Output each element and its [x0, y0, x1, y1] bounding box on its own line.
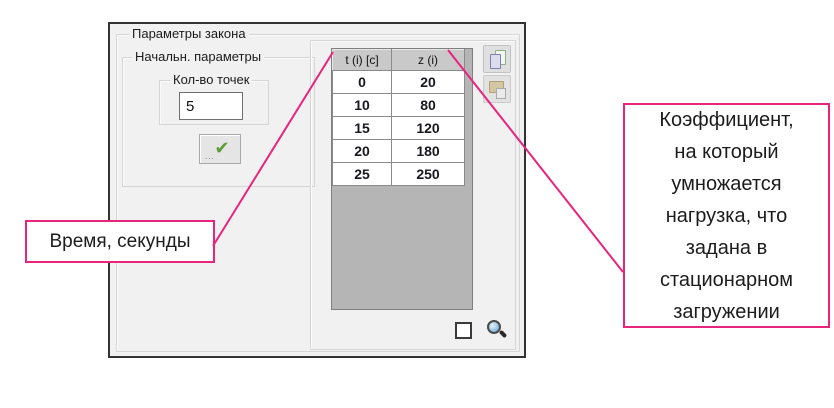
apply-button[interactable]: ✔ ... [199, 134, 241, 164]
table-cell[interactable]: 20 [391, 70, 465, 94]
paste-button[interactable] [483, 75, 511, 103]
parameters-dialog: Параметры закона Начальн. параметры Кол-… [108, 22, 526, 358]
copy-button[interactable] [483, 45, 511, 73]
time-load-grid[interactable]: t (i) [c] z (i) 0 20 10 80 15 120 20 180 25 250 [331, 48, 473, 310]
group-initial-title: Начальн. параметры [132, 50, 265, 64]
table-cell[interactable]: 10 [332, 93, 392, 117]
table-panel: t (i) [c] z (i) 0 20 10 80 15 120 20 180 25 250 [310, 40, 516, 350]
annotation-time-text: Время, секунды [49, 230, 191, 252]
group-law-parameters: Параметры закона [116, 27, 520, 352]
group-points-title: Кол-во точек [170, 73, 253, 87]
annotation-time-seconds: Время, секунды [25, 220, 215, 263]
table-cell[interactable]: 180 [391, 139, 465, 163]
table-cell[interactable]: 15 [332, 116, 392, 140]
group-law-title: Параметры закона [129, 27, 249, 41]
table-cell[interactable]: 250 [391, 162, 465, 186]
magnifier-icon [487, 320, 501, 334]
table-header-row: t (i) [c] z (i) [332, 49, 465, 71]
table-cell[interactable]: 80 [391, 93, 465, 117]
time-table-body: 0 20 10 80 15 120 20 180 25 250 [332, 70, 465, 186]
column-header-time[interactable]: t (i) [c] [332, 49, 392, 71]
table-row[interactable]: 15 120 [332, 116, 465, 140]
zoom-checkbox[interactable] [455, 322, 472, 339]
table-cell[interactable]: 20 [332, 139, 392, 163]
table-cell[interactable]: 0 [332, 70, 392, 94]
table-cell[interactable]: 120 [391, 116, 465, 140]
points-count-input[interactable] [179, 92, 243, 120]
annotation-coefficient-text: Коэффициент, на который умножается нагру… [659, 108, 794, 323]
table-row[interactable]: 0 20 [332, 70, 465, 94]
green-check-icon: ✔ [214, 138, 230, 158]
table-cell[interactable]: 25 [332, 162, 392, 186]
table-row[interactable]: 10 80 [332, 93, 465, 117]
zoom-button[interactable] [486, 319, 508, 341]
annotation-coefficient: Коэффициент, на который умножается нагру… [623, 103, 830, 328]
table-row[interactable]: 25 250 [332, 162, 465, 186]
apply-button-dots: ... [205, 152, 215, 161]
table-row[interactable]: 20 180 [332, 139, 465, 163]
column-header-coef[interactable]: z (i) [391, 49, 465, 71]
time-load-table: t (i) [c] z (i) 0 20 10 80 15 120 20 180 25 250 [332, 49, 465, 186]
